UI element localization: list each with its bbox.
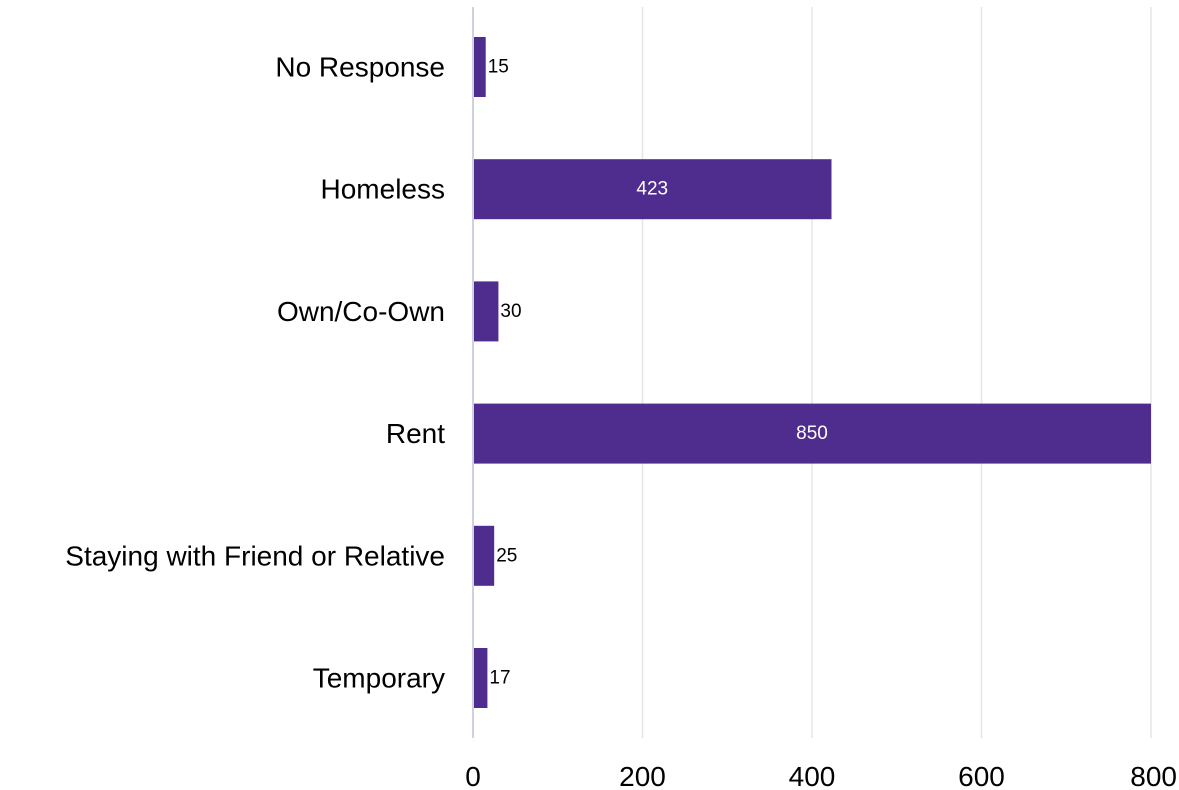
gridlines	[641, 7, 1152, 738]
bars	[473, 37, 1151, 708]
x-tick-label-800: 800	[1130, 761, 1177, 790]
bar-no-response	[473, 37, 486, 97]
data-label-staying-with-friend-or-relative: 25	[496, 545, 517, 566]
bar-own-co-own	[473, 281, 499, 342]
data-label-rent: 850	[796, 423, 828, 444]
category-label-no-response: No Response	[275, 52, 445, 83]
category-label-temporary: Temporary	[313, 663, 445, 694]
bar-homeless	[473, 159, 832, 220]
x-tick-labels: 0 200 400 600 800	[465, 761, 1177, 790]
data-labels: 15 423 30 850 25 17	[488, 57, 828, 689]
category-label-rent: Rent	[386, 418, 445, 449]
category-label-own-co-own: Own/Co-Own	[277, 296, 445, 327]
x-tick-label-600: 600	[958, 761, 1005, 790]
x-tick-label-400: 400	[789, 761, 836, 790]
data-label-no-response: 15	[488, 57, 509, 78]
data-label-temporary: 17	[489, 668, 510, 689]
x-tick-label-0: 0	[465, 761, 481, 790]
data-label-own-co-own: 30	[500, 301, 521, 322]
bar-staying-with-friend-or-relative	[473, 525, 495, 586]
bar-rent	[473, 403, 1151, 464]
data-label-homeless: 423	[636, 179, 668, 200]
x-tick-label-200: 200	[619, 761, 666, 790]
category-label-staying-with-friend-or-relative: Staying with Friend or Relative	[65, 540, 445, 571]
category-label-homeless: Homeless	[321, 174, 445, 205]
bar-temporary	[473, 648, 488, 708]
category-labels: No Response Homeless Own/Co-Own Rent Staying…	[65, 52, 445, 694]
